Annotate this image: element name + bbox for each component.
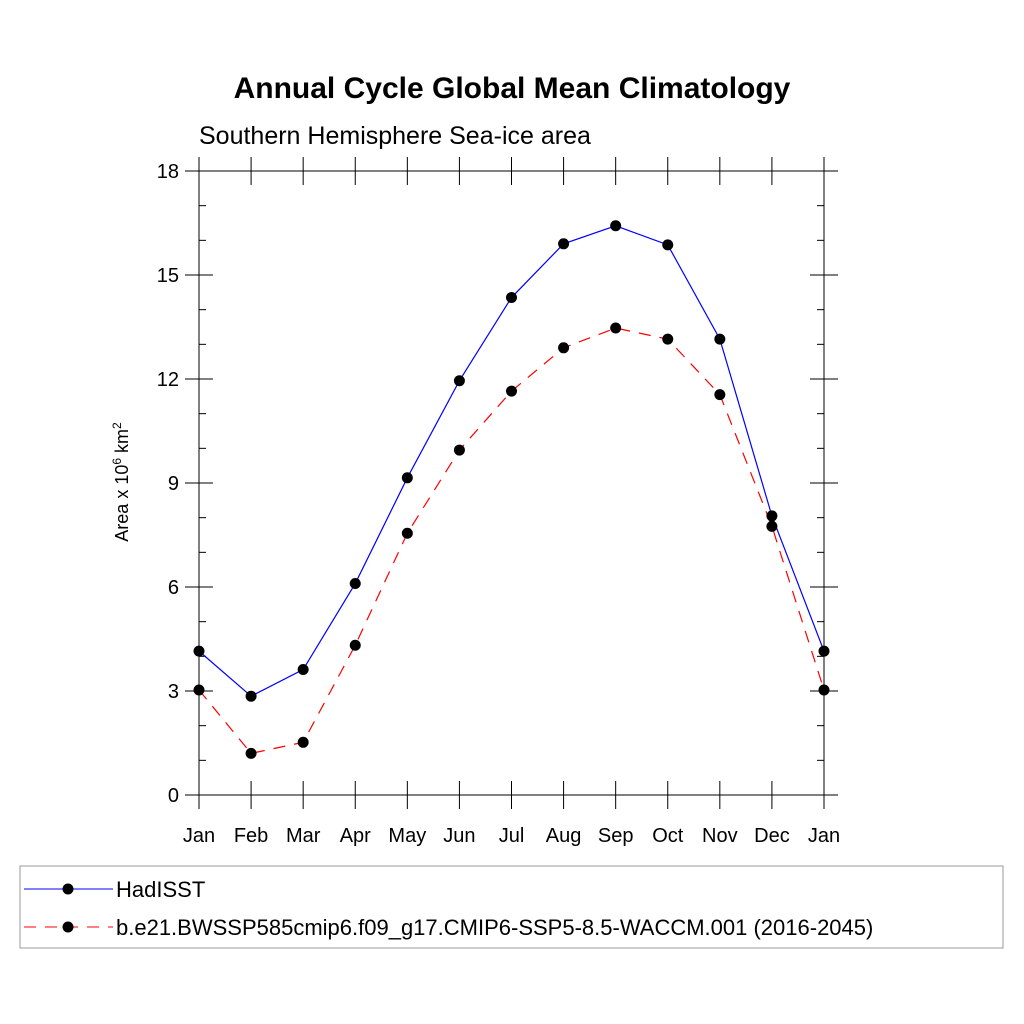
- data-point-series-1: [193, 684, 205, 696]
- data-point-series-1: [453, 444, 465, 456]
- legend-marker-model: [62, 921, 74, 933]
- x-tick-label: Nov: [702, 825, 738, 847]
- y-tick-label: 3: [168, 681, 179, 703]
- x-tick-label: May: [388, 825, 426, 847]
- data-point-series-1: [401, 527, 413, 539]
- data-point-series-0: [245, 690, 257, 702]
- legend-box: [19, 865, 1004, 949]
- x-tick-label: Jan: [808, 825, 840, 847]
- series-layer: [193, 220, 830, 759]
- x-tick-label: Jan: [183, 825, 215, 847]
- data-point-series-1: [766, 520, 778, 532]
- data-point-series-0: [818, 645, 830, 657]
- data-point-series-0: [506, 292, 517, 304]
- x-tick-label: Mar: [286, 825, 321, 847]
- y-tick-label: 0: [168, 785, 179, 807]
- legend: HadISST b.e21.BWSSP585cmip6.f09_g17.CMIP…: [19, 865, 1004, 949]
- data-point-series-1: [714, 389, 726, 401]
- data-point-series-0: [297, 664, 309, 676]
- x-tick-label: Sep: [598, 825, 634, 847]
- y-tick-label: 12: [157, 369, 179, 391]
- data-point-series-0: [453, 375, 465, 387]
- data-point-series-0: [401, 472, 413, 484]
- y-tick-label: 6: [168, 577, 179, 599]
- chart-subtitle: Southern Hemisphere Sea-ice area: [199, 122, 591, 150]
- y-tick-label: 18: [157, 161, 179, 183]
- x-tick-label: Apr: [340, 825, 371, 847]
- data-point-series-1: [245, 747, 257, 759]
- x-tick-label: Dec: [754, 825, 790, 847]
- plot-axes: Jan Feb Mar Apr May Jun Jul Aug Sep Oct Nov Dec Jan0…: [157, 157, 840, 847]
- legend-label-hadisst: HadISST: [116, 877, 205, 902]
- y-tick-label: 9: [168, 473, 179, 495]
- data-point-series-1: [297, 736, 309, 748]
- data-point-series-0: [193, 645, 205, 657]
- x-tick-label: Feb: [234, 825, 268, 847]
- data-point-series-0: [610, 220, 622, 232]
- x-tick-label: Jul: [499, 825, 525, 847]
- legend-marker-hadisst: [62, 883, 74, 895]
- data-point-series-1: [349, 639, 361, 651]
- data-point-series-0: [766, 510, 778, 522]
- plot-frame: [198, 170, 825, 796]
- chart-title: Annual Cycle Global Mean Climatology: [234, 72, 791, 105]
- data-point-series-0: [558, 238, 570, 250]
- x-tick-label: Jun: [443, 825, 475, 847]
- data-point-series-1: [662, 333, 674, 345]
- legend-label-model: b.e21.BWSSP585cmip6.f09_g17.CMIP6-SSP5-8…: [116, 915, 873, 940]
- y-axis-label: Area x 106 km2: [110, 422, 132, 542]
- data-point-series-1: [818, 684, 830, 696]
- data-point-series-1: [610, 322, 622, 334]
- data-point-series-0: [714, 333, 726, 345]
- y-tick-label: 15: [157, 265, 179, 287]
- x-tick-label: Aug: [546, 825, 582, 847]
- data-point-series-1: [506, 385, 517, 397]
- data-point-series-1: [558, 342, 570, 354]
- data-point-series-0: [662, 239, 674, 251]
- x-tick-label: Oct: [652, 825, 684, 847]
- data-point-series-0: [349, 578, 361, 590]
